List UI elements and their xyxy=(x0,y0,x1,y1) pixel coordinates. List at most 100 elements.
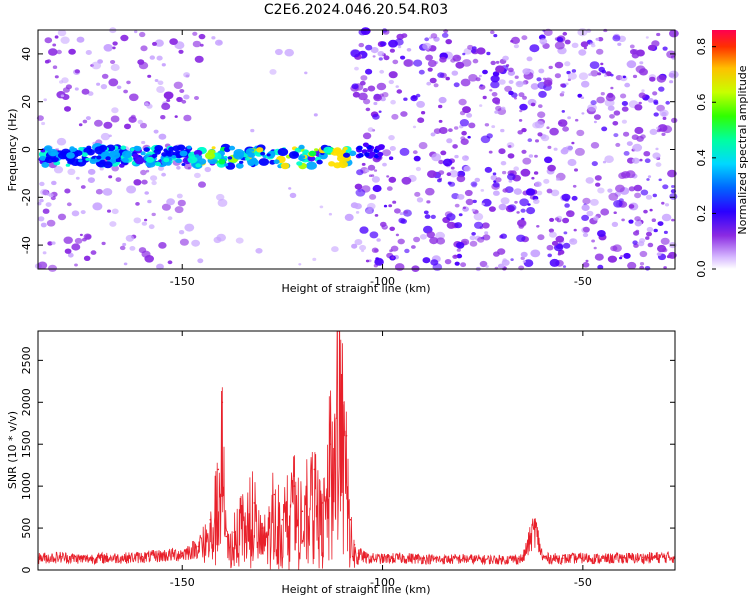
heatmap-cell xyxy=(527,138,533,143)
heatmap-cell xyxy=(383,204,388,208)
heatmap-cell xyxy=(597,187,605,194)
heatmap-cell xyxy=(610,73,614,77)
heatmap-cell xyxy=(661,213,672,222)
heatmap-cell xyxy=(81,88,90,95)
heatmap-cell xyxy=(446,172,452,177)
heatmap-cell xyxy=(304,71,308,75)
heatmap-cell xyxy=(627,261,637,270)
heatmap-cell xyxy=(178,230,185,235)
heatmap-cell xyxy=(551,240,559,246)
heatmap-cell xyxy=(373,94,382,102)
heatmap-cell xyxy=(519,109,523,113)
heatmap-cell xyxy=(448,128,453,133)
heatmap-cell xyxy=(350,202,359,209)
heatmap-cell xyxy=(508,90,514,96)
heatmap-cell xyxy=(488,150,493,154)
heatmap-cell xyxy=(312,257,317,261)
heatmap-cell xyxy=(491,92,498,97)
heatmap-cell xyxy=(645,194,653,200)
heatmap-cell xyxy=(471,208,476,212)
heatmap-cell xyxy=(85,50,92,55)
heatmap-cell xyxy=(418,69,425,75)
heatmap-cell xyxy=(500,128,505,133)
heatmap-cell xyxy=(284,48,295,57)
heatmap-cell xyxy=(382,149,391,157)
heatmap-cell xyxy=(116,85,122,90)
heatmap-cell xyxy=(510,258,514,261)
heatmap-cell xyxy=(557,252,562,256)
heatmap-cell xyxy=(641,89,645,93)
heatmap-cell xyxy=(404,210,408,214)
heatmap-cell xyxy=(671,218,675,222)
heatmap-cell xyxy=(389,226,396,231)
heatmap-cell xyxy=(554,41,565,50)
heatmap-cell xyxy=(141,140,146,145)
heatmap-signal-cell xyxy=(81,152,88,158)
heatmap-cell xyxy=(469,240,478,247)
heatmap-cell xyxy=(609,114,615,119)
heatmap-cell xyxy=(60,36,70,44)
snr-y-tick-label: 2000 xyxy=(20,388,33,416)
heatmap-cell xyxy=(484,231,489,235)
heatmap-cell xyxy=(397,45,402,49)
heatmap-cell xyxy=(629,44,635,49)
heatmap-cell xyxy=(652,91,658,96)
heatmap-cell xyxy=(140,45,148,52)
heatmap-y-tick-label: -20 xyxy=(20,188,33,206)
heatmap-cell xyxy=(392,200,397,204)
heatmap-signal-cell xyxy=(41,161,50,168)
heatmap-cell xyxy=(440,150,447,156)
heatmap-cell xyxy=(67,252,74,258)
heatmap-cell xyxy=(198,181,206,188)
heatmap-cell xyxy=(658,86,665,92)
heatmap-cell xyxy=(138,247,147,254)
snr-data-point xyxy=(233,531,236,534)
heatmap-cell xyxy=(450,166,455,170)
heatmap-cell xyxy=(664,203,670,207)
heatmap-cell xyxy=(80,185,86,189)
heatmap-cell xyxy=(473,212,484,221)
heatmap-cell xyxy=(468,122,476,129)
snr-data-point xyxy=(209,518,212,521)
heatmap-cell xyxy=(129,93,139,102)
heatmap-signal-cell xyxy=(161,152,168,157)
snr-data-point xyxy=(301,510,304,513)
heatmap-cell xyxy=(546,188,553,194)
heatmap-cell xyxy=(659,109,669,118)
heatmap-cell xyxy=(380,221,387,228)
heatmap-cell xyxy=(369,231,379,239)
heatmap-cell xyxy=(559,92,565,97)
heatmap-x-tick-label: -50 xyxy=(574,275,592,288)
heatmap-cell xyxy=(147,199,152,204)
heatmap-cell xyxy=(636,49,645,57)
snr-x-tick-label: -100 xyxy=(370,576,395,589)
heatmap-signal-cell xyxy=(364,152,371,157)
heatmap-cell xyxy=(437,72,445,78)
heatmap-cell xyxy=(389,249,393,253)
heatmap-cell xyxy=(631,157,640,164)
snr-data-point xyxy=(141,555,143,558)
heatmap-cell xyxy=(90,250,97,255)
colorbar-tick-label: 0.4 xyxy=(695,149,708,167)
heatmap-cell xyxy=(437,178,442,183)
heatmap-cell xyxy=(610,86,614,90)
heatmap-signal-cell xyxy=(143,147,150,153)
heatmap-cell xyxy=(429,237,439,245)
heatmap-cell xyxy=(416,197,424,203)
heatmap-cell xyxy=(119,245,126,251)
heatmap-signal-cell xyxy=(78,147,84,151)
heatmap-cell xyxy=(604,155,614,163)
heatmap-cell xyxy=(652,152,661,159)
heatmap-cell xyxy=(211,36,216,40)
heatmap-cell xyxy=(433,83,439,88)
heatmap-cell xyxy=(581,80,590,88)
heatmap-signal-cell xyxy=(357,153,364,158)
heatmap-cell xyxy=(255,248,263,254)
heatmap-cell xyxy=(610,245,618,252)
snr-data-point xyxy=(381,557,384,560)
heatmap-cell xyxy=(103,121,113,129)
heatmap-cell xyxy=(269,69,277,75)
heatmap-cell xyxy=(65,84,72,90)
heatmap-cell xyxy=(432,263,443,271)
heatmap-cell xyxy=(379,69,385,74)
